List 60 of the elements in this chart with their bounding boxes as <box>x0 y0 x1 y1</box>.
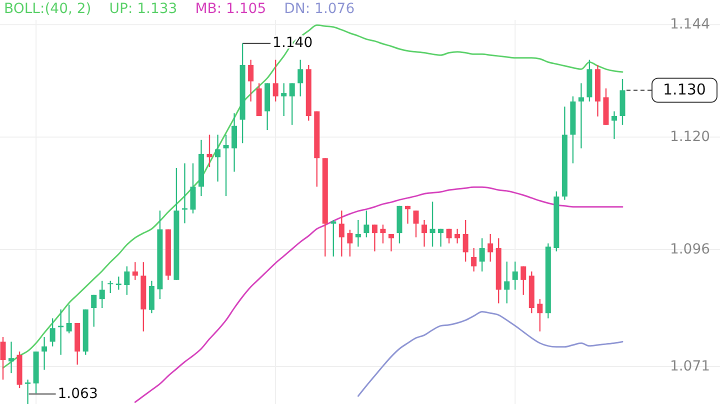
y-tick-label: 1.144 <box>670 16 710 33</box>
candlestick <box>0 336 6 380</box>
candlestick <box>512 261 518 290</box>
candlestick <box>8 341 14 374</box>
candlestick <box>462 219 468 262</box>
candlestick <box>537 298 543 332</box>
candlestick <box>413 210 419 238</box>
candlestick <box>611 110 617 140</box>
candlestick <box>488 233 494 262</box>
candlestick <box>479 238 485 272</box>
candlestick <box>404 205 410 224</box>
candlestick <box>66 304 72 334</box>
candlestick <box>364 210 370 238</box>
line-series <box>2 24 624 369</box>
candlestick <box>232 112 238 172</box>
candlestick <box>471 247 477 272</box>
candlestick <box>206 134 212 168</box>
candlestick <box>248 59 254 102</box>
text: MB: 1.105 <box>195 1 266 17</box>
candlestick <box>91 294 97 328</box>
candlestick <box>289 82 295 126</box>
candlestick <box>272 59 278 102</box>
candlestick <box>50 318 56 347</box>
candlestick <box>124 266 130 296</box>
candlestick <box>116 276 122 290</box>
candlestick <box>298 59 304 97</box>
candlestick <box>355 219 361 248</box>
candlestick <box>454 228 460 244</box>
line-series <box>357 310 624 397</box>
ref-line-label: 1.130 <box>663 80 706 98</box>
candlestick <box>190 162 196 214</box>
candlestick <box>148 280 154 314</box>
candlestick <box>430 201 436 248</box>
candlestick <box>347 229 353 258</box>
annotation: 1.063 <box>58 386 98 402</box>
candlestick <box>42 336 48 370</box>
candlestick <box>578 82 584 149</box>
candlestick <box>215 134 221 182</box>
candlestick <box>108 280 114 294</box>
line-series <box>134 186 624 403</box>
candlestick <box>520 266 526 296</box>
candlestick <box>281 82 287 117</box>
candlestick <box>446 228 452 244</box>
chart-title: BOLL:(40, 2) <box>4 1 92 17</box>
candlestick <box>132 262 138 280</box>
text: UP: 1.133 <box>109 1 178 17</box>
candlestick <box>504 261 510 304</box>
y-tick-label: 1.071 <box>670 358 710 374</box>
candlestick <box>438 228 444 248</box>
candlestick <box>388 233 394 252</box>
candlestick <box>422 219 428 248</box>
text: DN: 1.076 <box>284 1 355 17</box>
candlestick <box>338 210 344 258</box>
candlestick <box>380 224 386 244</box>
candlestick <box>223 134 229 197</box>
candlestick <box>25 379 31 404</box>
candlestick <box>99 280 105 309</box>
y-tick-label: 1.096 <box>670 241 710 258</box>
y-tick-label: 1.120 <box>670 128 710 145</box>
candlestick <box>372 224 378 252</box>
